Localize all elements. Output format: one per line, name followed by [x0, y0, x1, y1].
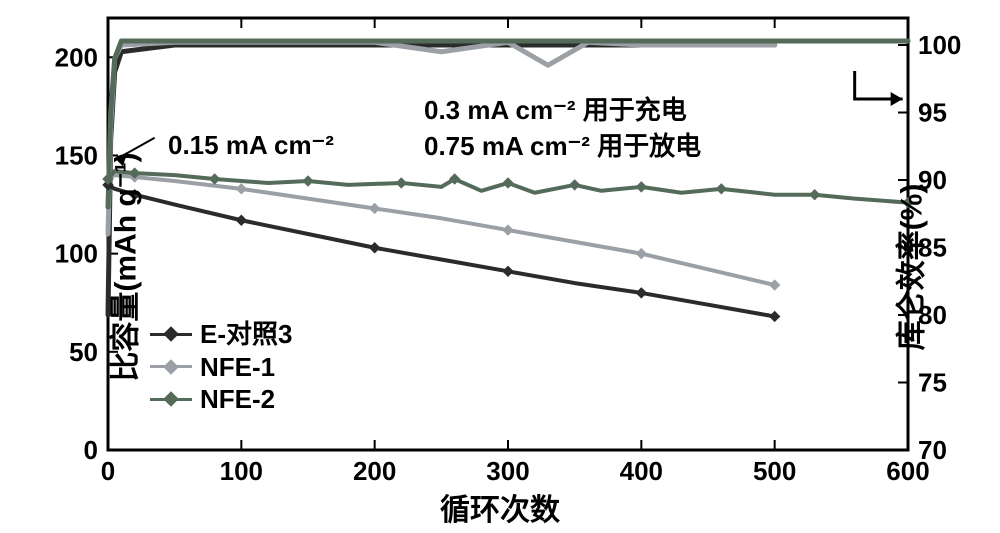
legend-marker: [150, 365, 192, 368]
svg-text:70: 70: [918, 435, 947, 465]
svg-text:300: 300: [486, 456, 529, 486]
svg-text:75: 75: [918, 368, 947, 398]
annotation-discharge-rate: 0.75 mA cm⁻² 用于放电: [424, 126, 701, 163]
svg-text:400: 400: [620, 456, 663, 486]
svg-text:100: 100: [918, 30, 961, 60]
svg-text:0: 0: [84, 435, 98, 465]
y-left-axis-label: 比容量(mAh g⁻¹): [101, 152, 145, 381]
svg-text:50: 50: [69, 337, 98, 367]
x-axis-label: 循环次数: [440, 485, 560, 529]
svg-text:500: 500: [753, 456, 796, 486]
legend-label: NFE-2: [200, 383, 275, 416]
legend: E-对照3 NFE-1 NFE-2: [150, 318, 292, 416]
svg-text:150: 150: [55, 140, 98, 170]
svg-text:200: 200: [55, 42, 98, 72]
annotation-initial-rate: 0.15 mA cm⁻²: [168, 130, 334, 161]
legend-entry-nfe1: NFE-1: [150, 351, 292, 384]
cycling-chart: { "chart": { "type": "line-dual-axis", "…: [0, 0, 1000, 533]
legend-entry-nfe2: NFE-2: [150, 383, 292, 416]
svg-text:100: 100: [220, 456, 263, 486]
legend-entry-e-control3: E-对照3: [150, 318, 292, 351]
annotation-charge-rate: 0.3 mA cm⁻² 用于充电: [424, 90, 687, 127]
svg-text:200: 200: [353, 456, 396, 486]
legend-label: NFE-1: [200, 351, 275, 384]
legend-marker: [150, 398, 192, 401]
svg-text:100: 100: [55, 239, 98, 269]
legend-label: E-对照3: [200, 318, 292, 351]
svg-text:95: 95: [918, 98, 947, 128]
legend-marker: [150, 333, 192, 336]
chart-svg: 0100200300400500600050100150200707580859…: [0, 0, 1000, 533]
svg-text:0: 0: [101, 456, 115, 486]
y-right-axis-label: 库仑效率(%): [887, 183, 931, 350]
